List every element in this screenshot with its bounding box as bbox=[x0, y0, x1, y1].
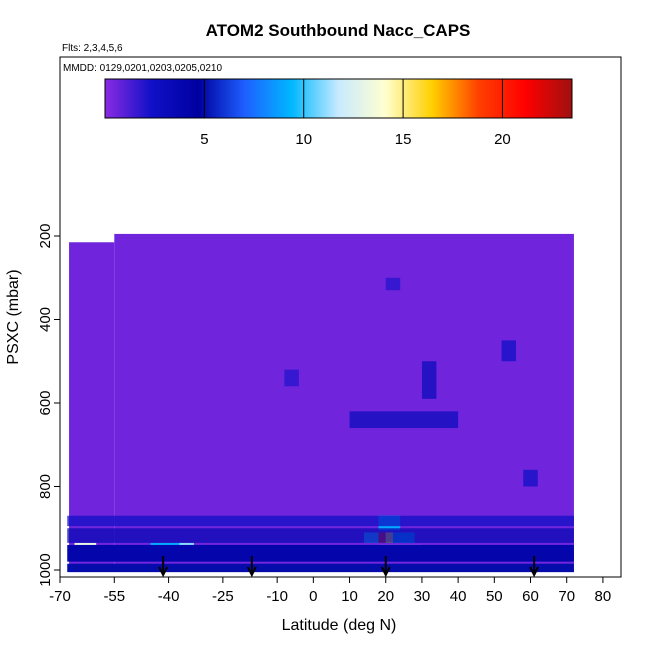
heatmap-cell bbox=[349, 411, 459, 429]
arrow-head bbox=[246, 566, 257, 578]
x-tick-label: 30 bbox=[414, 588, 431, 605]
x-tick-label: -55 bbox=[103, 588, 125, 605]
heatmap-cell bbox=[501, 340, 517, 362]
x-tick-label: 10 bbox=[341, 588, 358, 605]
x-tick-label: 60 bbox=[522, 588, 539, 605]
heatmap-cell bbox=[67, 563, 574, 573]
x-tick-label: -25 bbox=[212, 588, 234, 605]
x-tick-label: -10 bbox=[266, 588, 288, 605]
colorbar-tick-label: 20 bbox=[494, 131, 511, 148]
dates-label: MMDD: 0129,0201,0203,0205,0210 bbox=[63, 63, 222, 74]
flights-label: Flts: 2,3,4,5,6 bbox=[62, 43, 123, 54]
heatmap-cell bbox=[284, 369, 299, 387]
x-tick-label: 20 bbox=[377, 588, 394, 605]
y-tick-label: 800 bbox=[37, 474, 54, 499]
x-tick-label: 40 bbox=[450, 588, 467, 605]
arrow-head bbox=[158, 566, 169, 578]
heatmap-cell bbox=[523, 469, 538, 487]
heatmap-cell bbox=[67, 515, 574, 527]
x-axis: -70 -55 -40 -25 -10 0 10 20 30 40 50 60 70 80 bbox=[49, 577, 611, 605]
x-tick-label: 70 bbox=[558, 588, 575, 605]
chart-title: ATOM2 Southbound Nacc_CAPS bbox=[206, 21, 471, 40]
colorbar-tick-label: 15 bbox=[395, 131, 412, 148]
latitude-arrows bbox=[158, 556, 540, 578]
heatmap-cell bbox=[67, 544, 574, 562]
y-tick-label: 600 bbox=[37, 390, 54, 415]
x-tick-label: 80 bbox=[595, 588, 612, 605]
x-tick-label: 0 bbox=[309, 588, 317, 605]
arrow-head bbox=[380, 566, 391, 578]
y-tick-label: 200 bbox=[37, 223, 54, 248]
heatmap-cell bbox=[385, 277, 401, 291]
arrow-head bbox=[529, 566, 540, 578]
y-axis-label: PSXC (mbar) bbox=[5, 269, 22, 364]
x-tick-label: 50 bbox=[486, 588, 503, 605]
x-tick-label: -70 bbox=[49, 588, 71, 605]
y-axis: 200 400 600 800 1000 bbox=[37, 223, 60, 587]
heatmap-cell bbox=[421, 361, 437, 399]
x-tick-label: -40 bbox=[158, 588, 180, 605]
colorbar-tick-label: 5 bbox=[200, 131, 208, 148]
colorbar: 5 10 15 20 bbox=[104, 78, 573, 148]
colorbar-scale bbox=[104, 78, 573, 119]
colorbar-tick-label: 10 bbox=[295, 131, 312, 148]
x-axis-label: Latitude (deg N) bbox=[282, 617, 397, 634]
heatmap-cell bbox=[67, 528, 574, 543]
plot-frame bbox=[59, 56, 622, 578]
heatmap bbox=[67, 233, 574, 573]
y-tick-label: 1000 bbox=[37, 553, 54, 586]
y-tick-label: 400 bbox=[37, 307, 54, 332]
